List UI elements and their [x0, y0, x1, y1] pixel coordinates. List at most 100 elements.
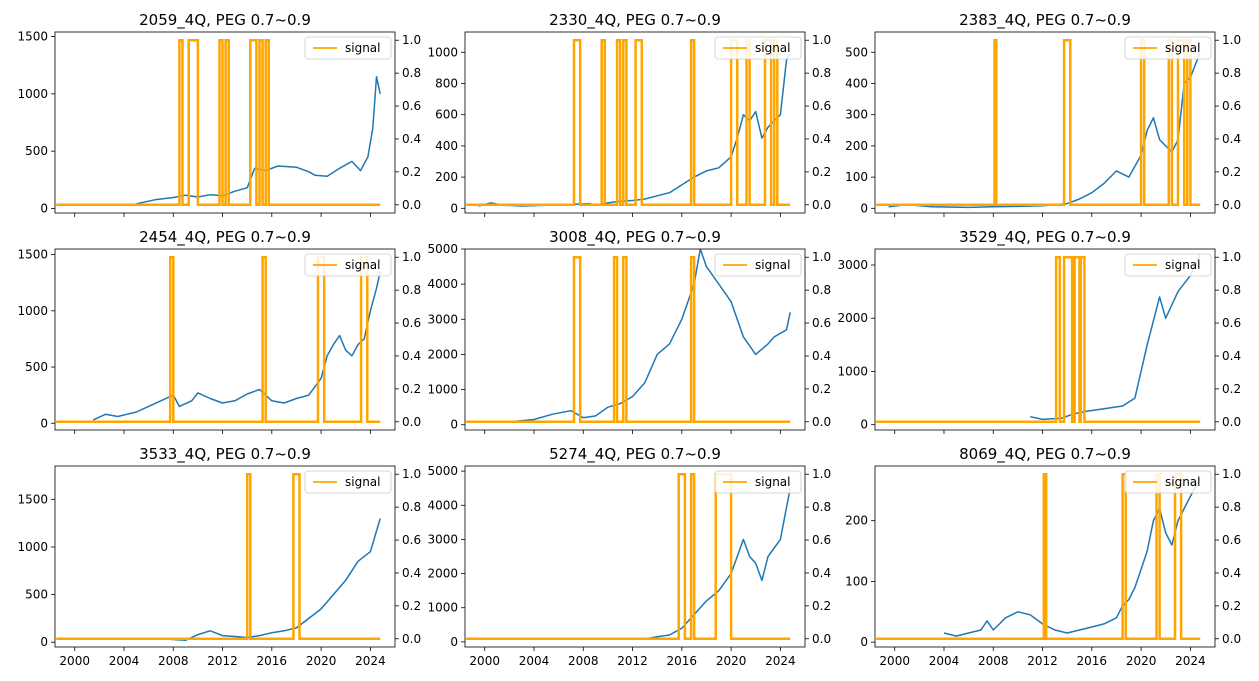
y2-tick-label: 1.0	[402, 250, 421, 264]
subplot-5: 0 1000 2000 3000 4000 5000 0.0 0.2 0.4 0.6 0.8 1.0 3…	[427, 228, 831, 434]
y2-tick-label: 0.2	[402, 165, 421, 179]
price-line	[943, 477, 1201, 637]
y2-tick-label: 0.6	[402, 316, 421, 330]
y-tick-label: 1000	[427, 383, 458, 397]
y2-tick-label: 0.2	[812, 165, 831, 179]
legend-label: signal	[345, 475, 381, 489]
y-tick-label: 200	[845, 514, 868, 528]
y-tick-label: 4000	[427, 277, 458, 291]
y2-tick-label: 0.4	[812, 566, 831, 580]
y2-tick-label: 0.8	[812, 66, 831, 80]
y-tick-label: 0	[860, 418, 868, 432]
subplot-title: 2330_4Q, PEG 0.7~0.9	[549, 11, 721, 30]
y-tick-label: 5000	[427, 242, 458, 256]
y2-tick-label: 1.0	[812, 33, 831, 47]
legend-label: signal	[755, 258, 791, 272]
subplot-title: 3008_4Q, PEG 0.7~0.9	[549, 228, 721, 247]
plot-area	[876, 38, 1201, 209]
subplot-1: 0 500 1000 1500 0.0 0.2 0.4 0.6 0.8 1.0 2059_4Q, P…	[17, 11, 421, 217]
legend-label: signal	[755, 475, 791, 489]
legend-box	[1124, 470, 1212, 494]
y2-tick-label: 0.4	[1222, 132, 1241, 146]
x-tick-label: 2004	[929, 654, 960, 668]
y-tick-label: 0	[450, 201, 458, 215]
x-tick-label: 2008	[568, 654, 599, 668]
axes-frame	[874, 248, 1216, 431]
legend-label: signal	[1165, 475, 1201, 489]
y-tick-label: 0	[450, 635, 458, 649]
y-tick-label: 100	[845, 170, 868, 184]
y2-tick-label: 0.0	[1222, 632, 1241, 646]
x-tick-label: 2012	[207, 654, 238, 668]
subplot-9: 0 100 200 0.0 0.2 0.4 0.6 0.8 1.0 2000 2004 2008 201…	[845, 445, 1241, 668]
y2-tick-label: 1.0	[812, 250, 831, 264]
legend-box	[304, 253, 392, 277]
y2-tick-label: 0.0	[402, 632, 421, 646]
axes-frame	[464, 248, 806, 431]
x-tick-label: 2008	[978, 654, 1009, 668]
subplot-title: 2383_4Q, PEG 0.7~0.9	[959, 11, 1131, 30]
y2-tick-label: 1.0	[402, 33, 421, 47]
y2-tick-label: 0.0	[812, 415, 831, 429]
signal-line	[56, 38, 381, 207]
y-tick-label: 1000	[837, 364, 868, 378]
plot-area	[56, 472, 381, 642]
x-tick-label: 2000	[59, 654, 90, 668]
y2-tick-label: 0.8	[402, 500, 421, 514]
subplot-3: 0 100 200 300 400 500 0.0 0.2 0.4 0.6 0.8 1.0 2383_4…	[845, 11, 1241, 217]
legend-label: signal	[1165, 258, 1201, 272]
subplot-8: 0 1000 2000 3000 4000 5000 0.0 0.2 0.4 0.6 0.8 1.0 2…	[427, 445, 831, 668]
x-tick-label: 2012	[1027, 654, 1058, 668]
y2-tick-label: 0.2	[812, 599, 831, 613]
y-tick-label: 2000	[427, 567, 458, 581]
y2-tick-label: 0.8	[1222, 66, 1241, 80]
signal-line	[876, 38, 1201, 207]
price-line	[92, 271, 381, 421]
signal-line	[466, 472, 791, 641]
y-tick-label: 2000	[837, 311, 868, 325]
legend-label: signal	[345, 258, 381, 272]
legend: signal	[1124, 36, 1212, 60]
plot-area	[466, 472, 791, 641]
price-line	[136, 75, 381, 205]
y-tick-label: 3000	[427, 312, 458, 326]
y-tick-label: 5000	[427, 464, 458, 478]
y-tick-label: 1500	[17, 492, 48, 506]
legend: signal	[714, 253, 802, 277]
legend: signal	[714, 470, 802, 494]
legend-box	[304, 470, 392, 494]
y-tick-label: 100	[845, 574, 868, 588]
plot-area	[876, 472, 1201, 641]
x-tick-label: 2020	[1126, 654, 1157, 668]
x-tick-label: 2004	[109, 654, 140, 668]
y2-tick-label: 0.4	[1222, 349, 1241, 363]
y-tick-label: 0	[860, 635, 868, 649]
subplot-title: 2059_4Q, PEG 0.7~0.9	[139, 11, 311, 30]
axes-frame	[54, 248, 396, 431]
x-tick-label: 2024	[355, 654, 386, 668]
x-tick-label: 2016	[1077, 654, 1108, 668]
legend-box	[304, 36, 392, 60]
x-tick-label: 2000	[879, 654, 910, 668]
y2-tick-label: 0.6	[1222, 533, 1241, 547]
price-line	[170, 518, 381, 642]
legend-box	[714, 36, 802, 60]
legend-box	[1124, 253, 1212, 277]
subplot-6: 0 1000 2000 3000 0.0 0.2 0.4 0.6 0.8 1.0 3529_4Q, …	[837, 228, 1241, 434]
y2-tick-label: 0.4	[402, 349, 421, 363]
y2-tick-label: 0.8	[402, 283, 421, 297]
price-line	[888, 52, 1201, 209]
subplot-title: 8069_4Q, PEG 0.7~0.9	[959, 445, 1131, 464]
legend: signal	[714, 36, 802, 60]
subplot-title: 3533_4Q, PEG 0.7~0.9	[139, 445, 311, 464]
legend: signal	[1124, 253, 1212, 277]
y2-tick-label: 1.0	[402, 467, 421, 481]
y2-tick-label: 1.0	[1222, 467, 1241, 481]
y2-tick-label: 1.0	[1222, 250, 1241, 264]
axes-frame	[464, 31, 806, 214]
y2-tick-label: 0.0	[812, 198, 831, 212]
y2-tick-label: 0.2	[402, 382, 421, 396]
x-tick-label: 2020	[716, 654, 747, 668]
plot-area	[876, 253, 1201, 424]
y-tick-label: 500	[25, 144, 48, 158]
